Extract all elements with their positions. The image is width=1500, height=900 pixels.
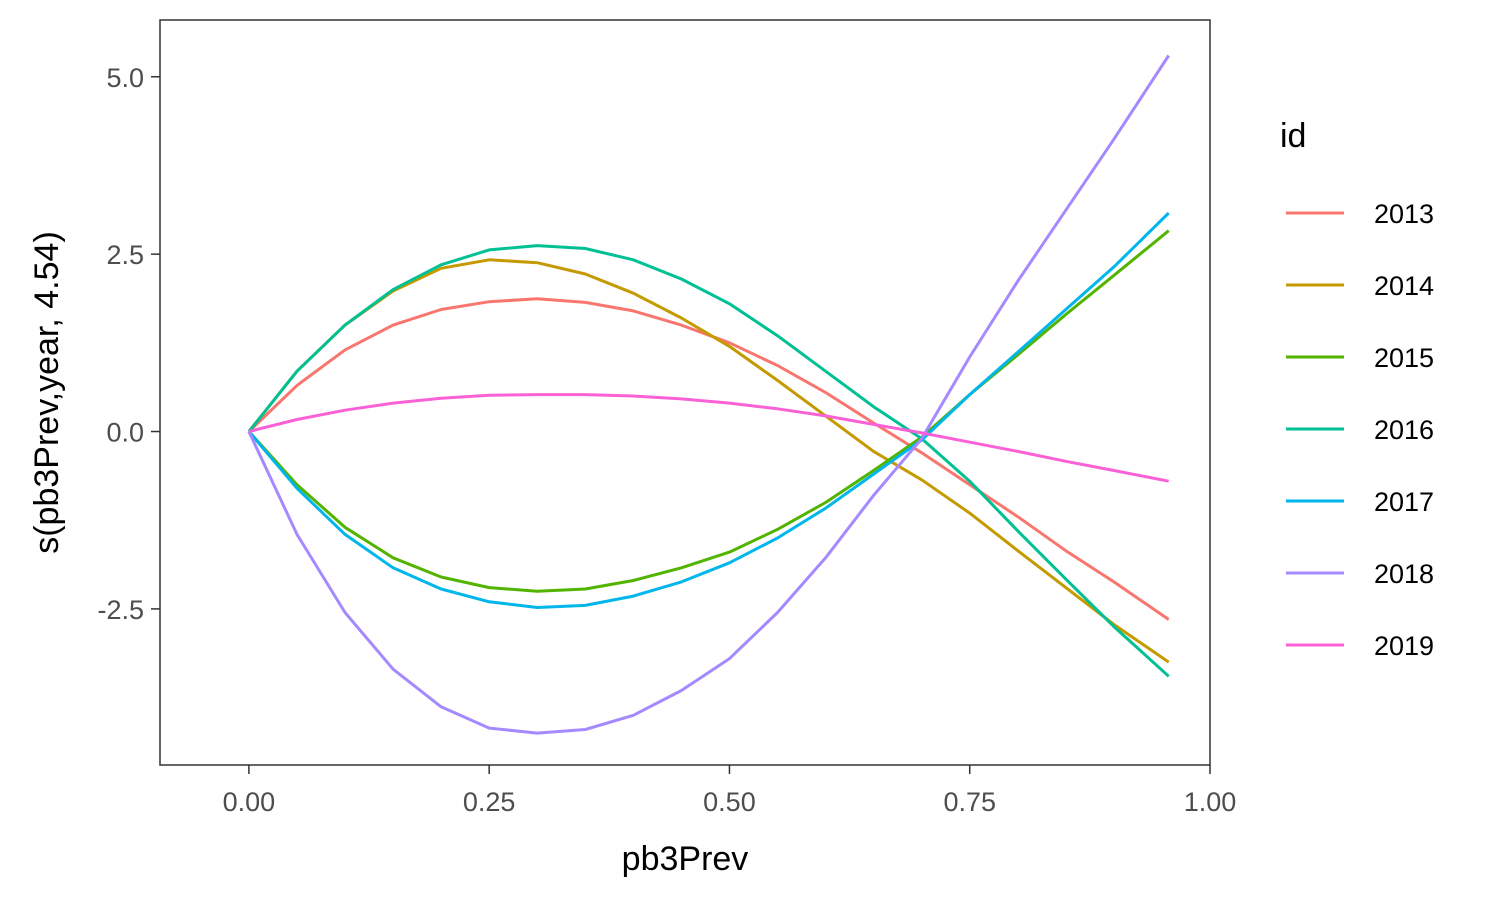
legend-label-2013: 2013: [1374, 199, 1434, 229]
legend: id 2013 2014 2015 2016 2017 2018 2019: [1280, 117, 1434, 661]
x-axis-title: pb3Prev: [622, 840, 749, 878]
series-line-2014: [247, 258, 1170, 664]
y-tick-label: -2.5: [97, 595, 144, 625]
y-tick-label: 0.0: [106, 418, 144, 448]
legend-label-2014: 2014: [1374, 271, 1434, 301]
y-tick-label: 2.5: [106, 240, 144, 270]
legend-title: id: [1280, 117, 1306, 155]
x-tick-label: 0.50: [703, 787, 756, 817]
x-tick-label: 0.75: [943, 787, 996, 817]
legend-label-2018: 2018: [1374, 559, 1434, 589]
series-line-2013: [247, 297, 1170, 621]
series-line-2016: [247, 244, 1170, 678]
series-line-2019: [248, 393, 1169, 483]
legend-label-2016: 2016: [1374, 415, 1434, 445]
y-axis-title: s(pb3Prev,year, 4.54): [28, 231, 66, 554]
series-line-2015: [247, 229, 1170, 593]
plot-area: [159, 19, 1211, 766]
legend-label-2017: 2017: [1374, 487, 1434, 517]
series-line-2018: [247, 54, 1170, 735]
x-tick-label: 0.00: [223, 787, 276, 817]
y-tick-label: 5.0: [106, 63, 144, 93]
y-axis: 5.0 2.5 0.0 -2.5: [97, 63, 160, 625]
series-layer: [247, 54, 1170, 735]
legend-label-2019: 2019: [1374, 631, 1434, 661]
x-tick-label: 0.25: [463, 787, 516, 817]
x-axis: 0.00 0.25 0.50 0.75 1.00: [223, 765, 1237, 817]
legend-items: 2013 2014 2015 2016 2017 2018 2019: [1286, 199, 1434, 661]
plot-panel-border: [159, 19, 1211, 766]
legend-label-2015: 2015: [1374, 343, 1434, 373]
series-line-2017: [247, 211, 1170, 609]
x-tick-label: 1.00: [1184, 787, 1237, 817]
